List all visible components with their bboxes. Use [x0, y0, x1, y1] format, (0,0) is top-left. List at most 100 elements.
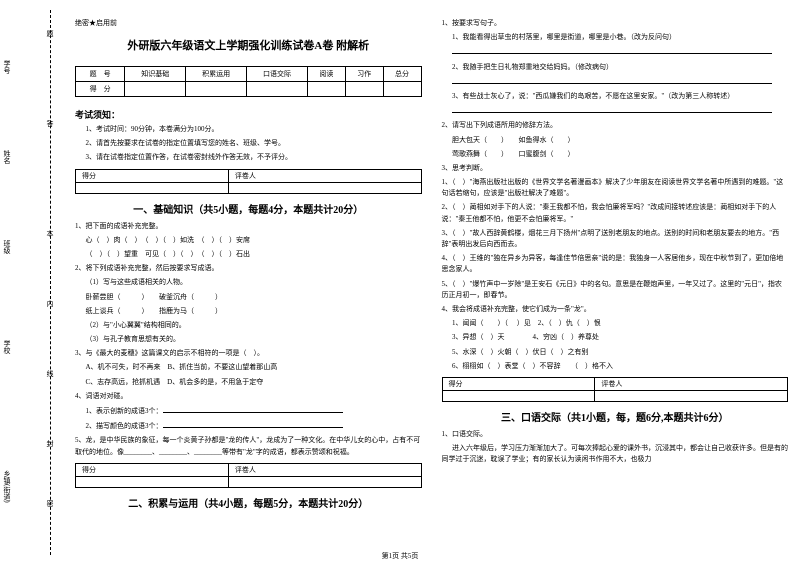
section2-heading: 二、积累与运用（共4小题，每题5分，本题共计20分）: [75, 495, 422, 510]
th-2: 积累运用: [186, 67, 247, 82]
s1-q2a1: 卧薪尝胆（ ） 破釜沉舟（ ）: [75, 292, 422, 303]
cut-text-3: 内: [45, 300, 55, 307]
cell: [442, 390, 595, 401]
blank-line: [163, 420, 343, 428]
mini-score-table-3: 得分评卷人: [442, 377, 789, 402]
s1-q2b: （2）与"小心翼翼"结构相同的。: [75, 320, 422, 331]
s1-q3a: A、机不可失，时不再来 B、抓住当前，不要这山望着那山高: [75, 362, 422, 373]
exam-title: 外研版六年级语文上学期强化训练试卷A卷 附解析: [75, 37, 422, 53]
s2-q3-4: 4、（ ）王维的"独在异乡为异客，每逢佳节倍思亲"说的是：我独身一人客居他乡，现…: [442, 253, 789, 275]
cut-text-4: 线: [45, 370, 55, 377]
secret-label: 绝密★启用前: [75, 18, 422, 28]
row-label: 得 分: [76, 82, 125, 97]
cell: [307, 82, 345, 97]
blank-line: [452, 46, 772, 54]
cell: [186, 82, 247, 97]
mini-score-table-2: 得分评卷人: [75, 463, 422, 488]
blank-line: [452, 105, 772, 113]
blank-row: [442, 46, 789, 58]
cell: [125, 82, 186, 97]
cut-text-1: 答: [45, 120, 55, 127]
cell: [247, 82, 308, 97]
s2-q4-4: 6、栩栩如（ ）表堂（ ）不容辞 （ ）格不入: [442, 361, 789, 372]
table-row: 题 号 知识基础 积累运用 口语交际 阅读 习作 总分: [76, 67, 422, 82]
s2-q3-5: 5、（ ）"爆竹声中一岁除"是王安石《元日》中的名句。意思是在鞭炮声里，一年又过…: [442, 279, 789, 301]
s1-q4a-text: 1、表示创新的成语3个：: [86, 407, 163, 415]
s1-q4a: 1、表示创新的成语3个：: [75, 405, 422, 417]
s1-q3: 3、与《最大的麦穗》这篇课文的启示不相符的一项是（ ）。: [75, 348, 422, 359]
left-column: 绝密★启用前 外研版六年级语文上学期强化训练试卷A卷 附解析 题 号 知识基础 …: [75, 18, 422, 557]
s2-q3-1: 1、（ ）"海燕出版社出版的《世界文学名著漫画本》解决了少年朋友在阅读世界文学名…: [442, 177, 789, 199]
s1-q2a2: 纸上谈兵（ ） 指鹿为马（ ）: [75, 306, 422, 317]
binding-area: 学号 姓名 班级 学校 乡镇(街道) 题 答 本 内 线 封 密: [0, 0, 70, 565]
th-6: 总分: [383, 67, 421, 82]
s2-q2: 2、请写出下列成语所用的修辞方法。: [442, 120, 789, 131]
cut-text-2: 本: [45, 230, 55, 237]
binding-label-class: 班级: [2, 240, 12, 254]
mini-score-table: 得分评卷人: [75, 169, 422, 194]
cell: [595, 390, 788, 401]
th-1: 知识基础: [125, 67, 186, 82]
cut-text-6: 密: [45, 500, 55, 507]
s2-q4-1: 1、闻闻（ ）（ ）见 2、（ ）仇（ ）恨: [442, 318, 789, 329]
binding-label-school: 学校: [2, 340, 12, 354]
s1-q4: 4、词语对对碰。: [75, 391, 422, 402]
notice-2: 2、请首先按要求在试卷的指定位置填写您的姓名、班级、学号。: [75, 138, 422, 149]
binding-dashed-line: [50, 10, 51, 555]
s3-q1: 1、口语交际。: [442, 429, 789, 440]
score-table: 题 号 知识基础 积累运用 口语交际 阅读 习作 总分 得 分: [75, 66, 422, 97]
blank-row: [442, 76, 789, 88]
s2-q1: 1、按要求写句子。: [442, 18, 789, 29]
notice-3: 3、请在试卷指定位置作答，在试卷密封线外作答无效，不予评分。: [75, 152, 422, 163]
cell: [228, 476, 421, 487]
mini-c1: 得分: [76, 463, 229, 476]
cell: [345, 82, 383, 97]
s1-q2: 2、将下列成语补充完整，然后按要求写成语。: [75, 263, 422, 274]
notice-heading: 考试须知：: [75, 108, 422, 121]
s2-q1-3: 3、有些战士灰心了，说："西瓜嫌我们的岛艰苦，不愿在这里安家。"（改为第三人称转…: [442, 91, 789, 102]
s1-q4b: 2、描写颜色的成语3个：: [75, 420, 422, 432]
cell: [228, 182, 421, 193]
blank-row: [442, 105, 789, 117]
s1-q2a: （1）写与这些成语相关的人物。: [75, 277, 422, 288]
cell: [76, 182, 229, 193]
mini-c1: 得分: [76, 169, 229, 182]
section3-heading: 三、口语交际（共1小题，每，题6分,本题共计6分）: [442, 409, 789, 424]
cell: [383, 82, 421, 97]
cut-text-5: 封: [45, 440, 55, 447]
s2-q2b: 莺歌燕舞（ ） 口蜜腹剑（ ）: [442, 149, 789, 160]
s2-q4-3: 5、水深（ ）火朝（ ）伏日（ ）之有别: [442, 347, 789, 358]
right-column: 1、按要求写句子。 1、我能看得出草虫的村落里，哪里是街道，哪里是小巷。（改为反…: [442, 18, 789, 557]
th-5: 习作: [345, 67, 383, 82]
blank-line: [452, 76, 772, 84]
binding-label-name: 姓名: [2, 150, 12, 164]
content-area: 绝密★启用前 外研版六年级语文上学期强化训练试卷A卷 附解析 题 号 知识基础 …: [70, 0, 800, 565]
s2-q4: 4、我会将成语补充完整，使它们成为一条"龙"。: [442, 304, 789, 315]
table-row: 得 分: [76, 82, 422, 97]
s2-q1-2: 2、我随手把生日礼物郑重地交给妈妈。（修改病句）: [442, 62, 789, 73]
cut-text-0: 题: [45, 30, 55, 37]
page-footer: 第1页 共5页: [0, 551, 800, 561]
mini-c2: 评卷人: [595, 377, 788, 390]
cell: [76, 476, 229, 487]
s1-q1-l2: （ ）（ ）望重 可见（ ）（ ） （ ）（ ）石出: [75, 249, 422, 260]
mini-c2: 评卷人: [228, 463, 421, 476]
page: 学号 姓名 班级 学校 乡镇(街道) 题 答 本 内 线 封 密 绝密★启用前 …: [0, 0, 800, 565]
mini-c1: 得分: [442, 377, 595, 390]
binding-label-town: 乡镇(街道): [2, 470, 12, 503]
s1-q3b: C、志存高远，抢抓机遇 D、机会多的是，不用急于定夺: [75, 377, 422, 388]
s2-q2a: 胆大包天（ ） 如鱼得水（ ）: [442, 135, 789, 146]
mini-c2: 评卷人: [228, 169, 421, 182]
s1-q1-l1: 心（ ）肉（ ） （ ）（ ）如洗 （ ）（ ）安席: [75, 235, 422, 246]
binding-label-id: 学号: [2, 60, 12, 74]
s2-q1-1: 1、我能看得出草虫的村落里，哪里是街道，哪里是小巷。（改为反问句）: [442, 32, 789, 43]
s1-q5: 5、龙，是中华民族的象征，每一个炎黄子孙都是"龙的传人"，龙成为了一种文化。在中…: [75, 435, 422, 457]
section1-heading: 一、基础知识（共5小题，每题4分，本题共计20分）: [75, 201, 422, 216]
s2-q3-2: 2、（ ）蔺相如对手下的人说："秦王我都不怕，我会怕廉将军吗？"改成间接转述应该…: [442, 202, 789, 224]
th-4: 阅读: [307, 67, 345, 82]
th-0: 题 号: [76, 67, 125, 82]
s2-q4-2: 3、异想（ ）天 4、穷凶（ ）养尊处: [442, 332, 789, 343]
s2-q3-3: 3、（ ）"故人西辞黄鹤楼，烟花三月下扬州"点明了送别老朋友的地点。送别的时间和…: [442, 228, 789, 250]
th-3: 口语交际: [247, 67, 308, 82]
blank-line: [163, 405, 343, 413]
